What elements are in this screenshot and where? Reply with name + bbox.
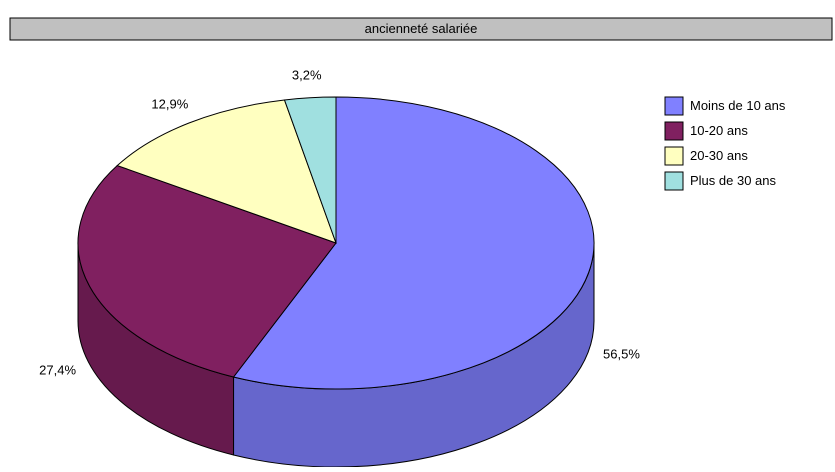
data-label: 27,4% — [39, 362, 76, 377]
legend-label: 20-30 ans — [690, 148, 748, 163]
pie-slice — [77, 164, 337, 378]
pie-slice — [283, 96, 337, 244]
legend-label: Moins de 10 ans — [690, 98, 786, 113]
legend-swatch — [664, 96, 684, 116]
legend-label: 10-20 ans — [690, 123, 748, 138]
legend-label: Plus de 30 ans — [690, 173, 777, 188]
pie-slice — [116, 99, 337, 244]
legend-swatch — [664, 171, 684, 191]
title-bar — [9, 17, 833, 41]
data-label: 56,5% — [603, 346, 640, 361]
data-label: 12,9% — [151, 96, 188, 111]
pie-slice — [232, 96, 595, 390]
legend-swatch — [664, 121, 684, 141]
data-label: 3,2% — [292, 67, 322, 82]
legend-swatch — [664, 146, 684, 166]
chart-title: ancienneté salariée — [365, 21, 478, 36]
